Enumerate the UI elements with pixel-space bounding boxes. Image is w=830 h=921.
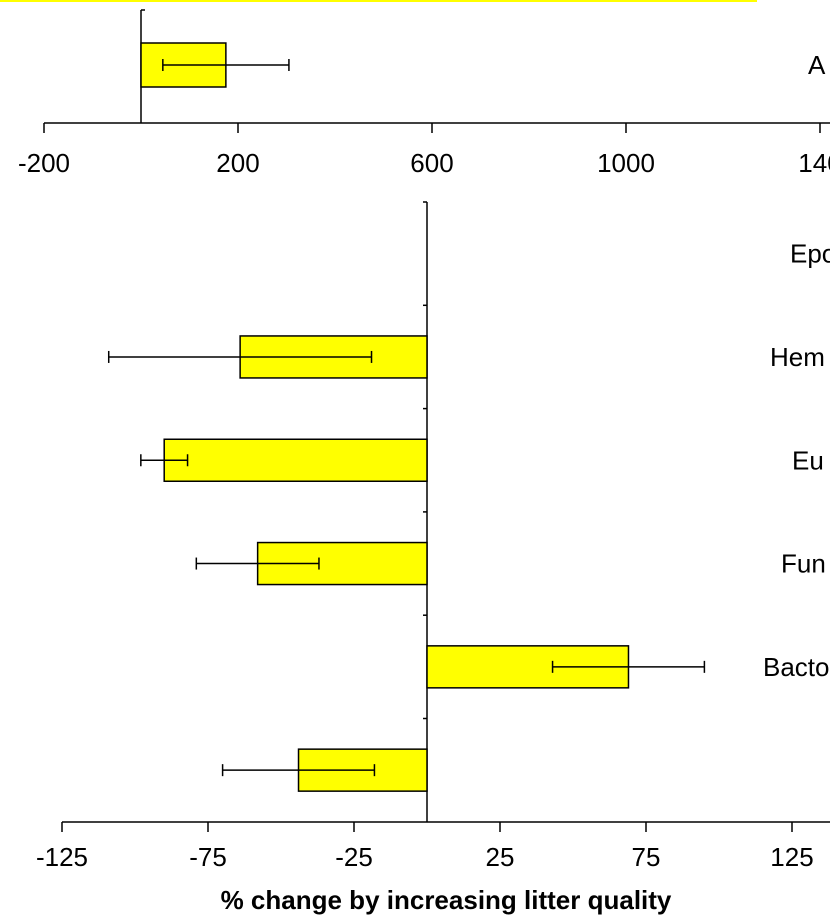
top-x-tick-label: 140 (798, 148, 830, 178)
bottom-x-tick-label: 25 (486, 842, 515, 872)
bottom-category-label: Epo (790, 239, 830, 269)
bottom-x-tick-label: -25 (335, 842, 373, 872)
bottom-bars: Epo Hem Eu Fun Bacto (107, 239, 830, 792)
top-x-tick-label: 600 (410, 148, 453, 178)
bottom-x-axis: -125 -75 -25 25 75 125 (36, 201, 830, 872)
top-category-label: A (808, 50, 826, 80)
bottom-x-tick-label: 75 (632, 842, 661, 872)
bottom-x-tick-label: 125 (770, 842, 813, 872)
bottom-category-label: Eu (792, 445, 824, 475)
bottom-category-label: Hem (770, 342, 825, 372)
bottom-x-tick-label: -75 (189, 842, 227, 872)
top-bars: A (140, 42, 826, 88)
bottom-bar (163, 438, 428, 482)
bottom-panel: -125 -75 -25 25 75 125 Epo Hem Eu Fun Bacto (36, 201, 830, 872)
top-x-tick-label: -200 (18, 148, 70, 178)
top-x-tick-label: 200 (216, 148, 259, 178)
top-x-tick-label: 1000 (597, 148, 655, 178)
bottom-category-label: Fun (781, 549, 826, 579)
bottom-category-label: Bacto (763, 652, 830, 682)
top-panel: -200 200 600 1000 140 A (18, 9, 830, 178)
bottom-x-axis-title: % change by increasing litter quality (221, 885, 672, 915)
bottom-x-tick-label: -125 (36, 842, 88, 872)
top-x-axis: -200 200 600 1000 140 (18, 9, 830, 178)
